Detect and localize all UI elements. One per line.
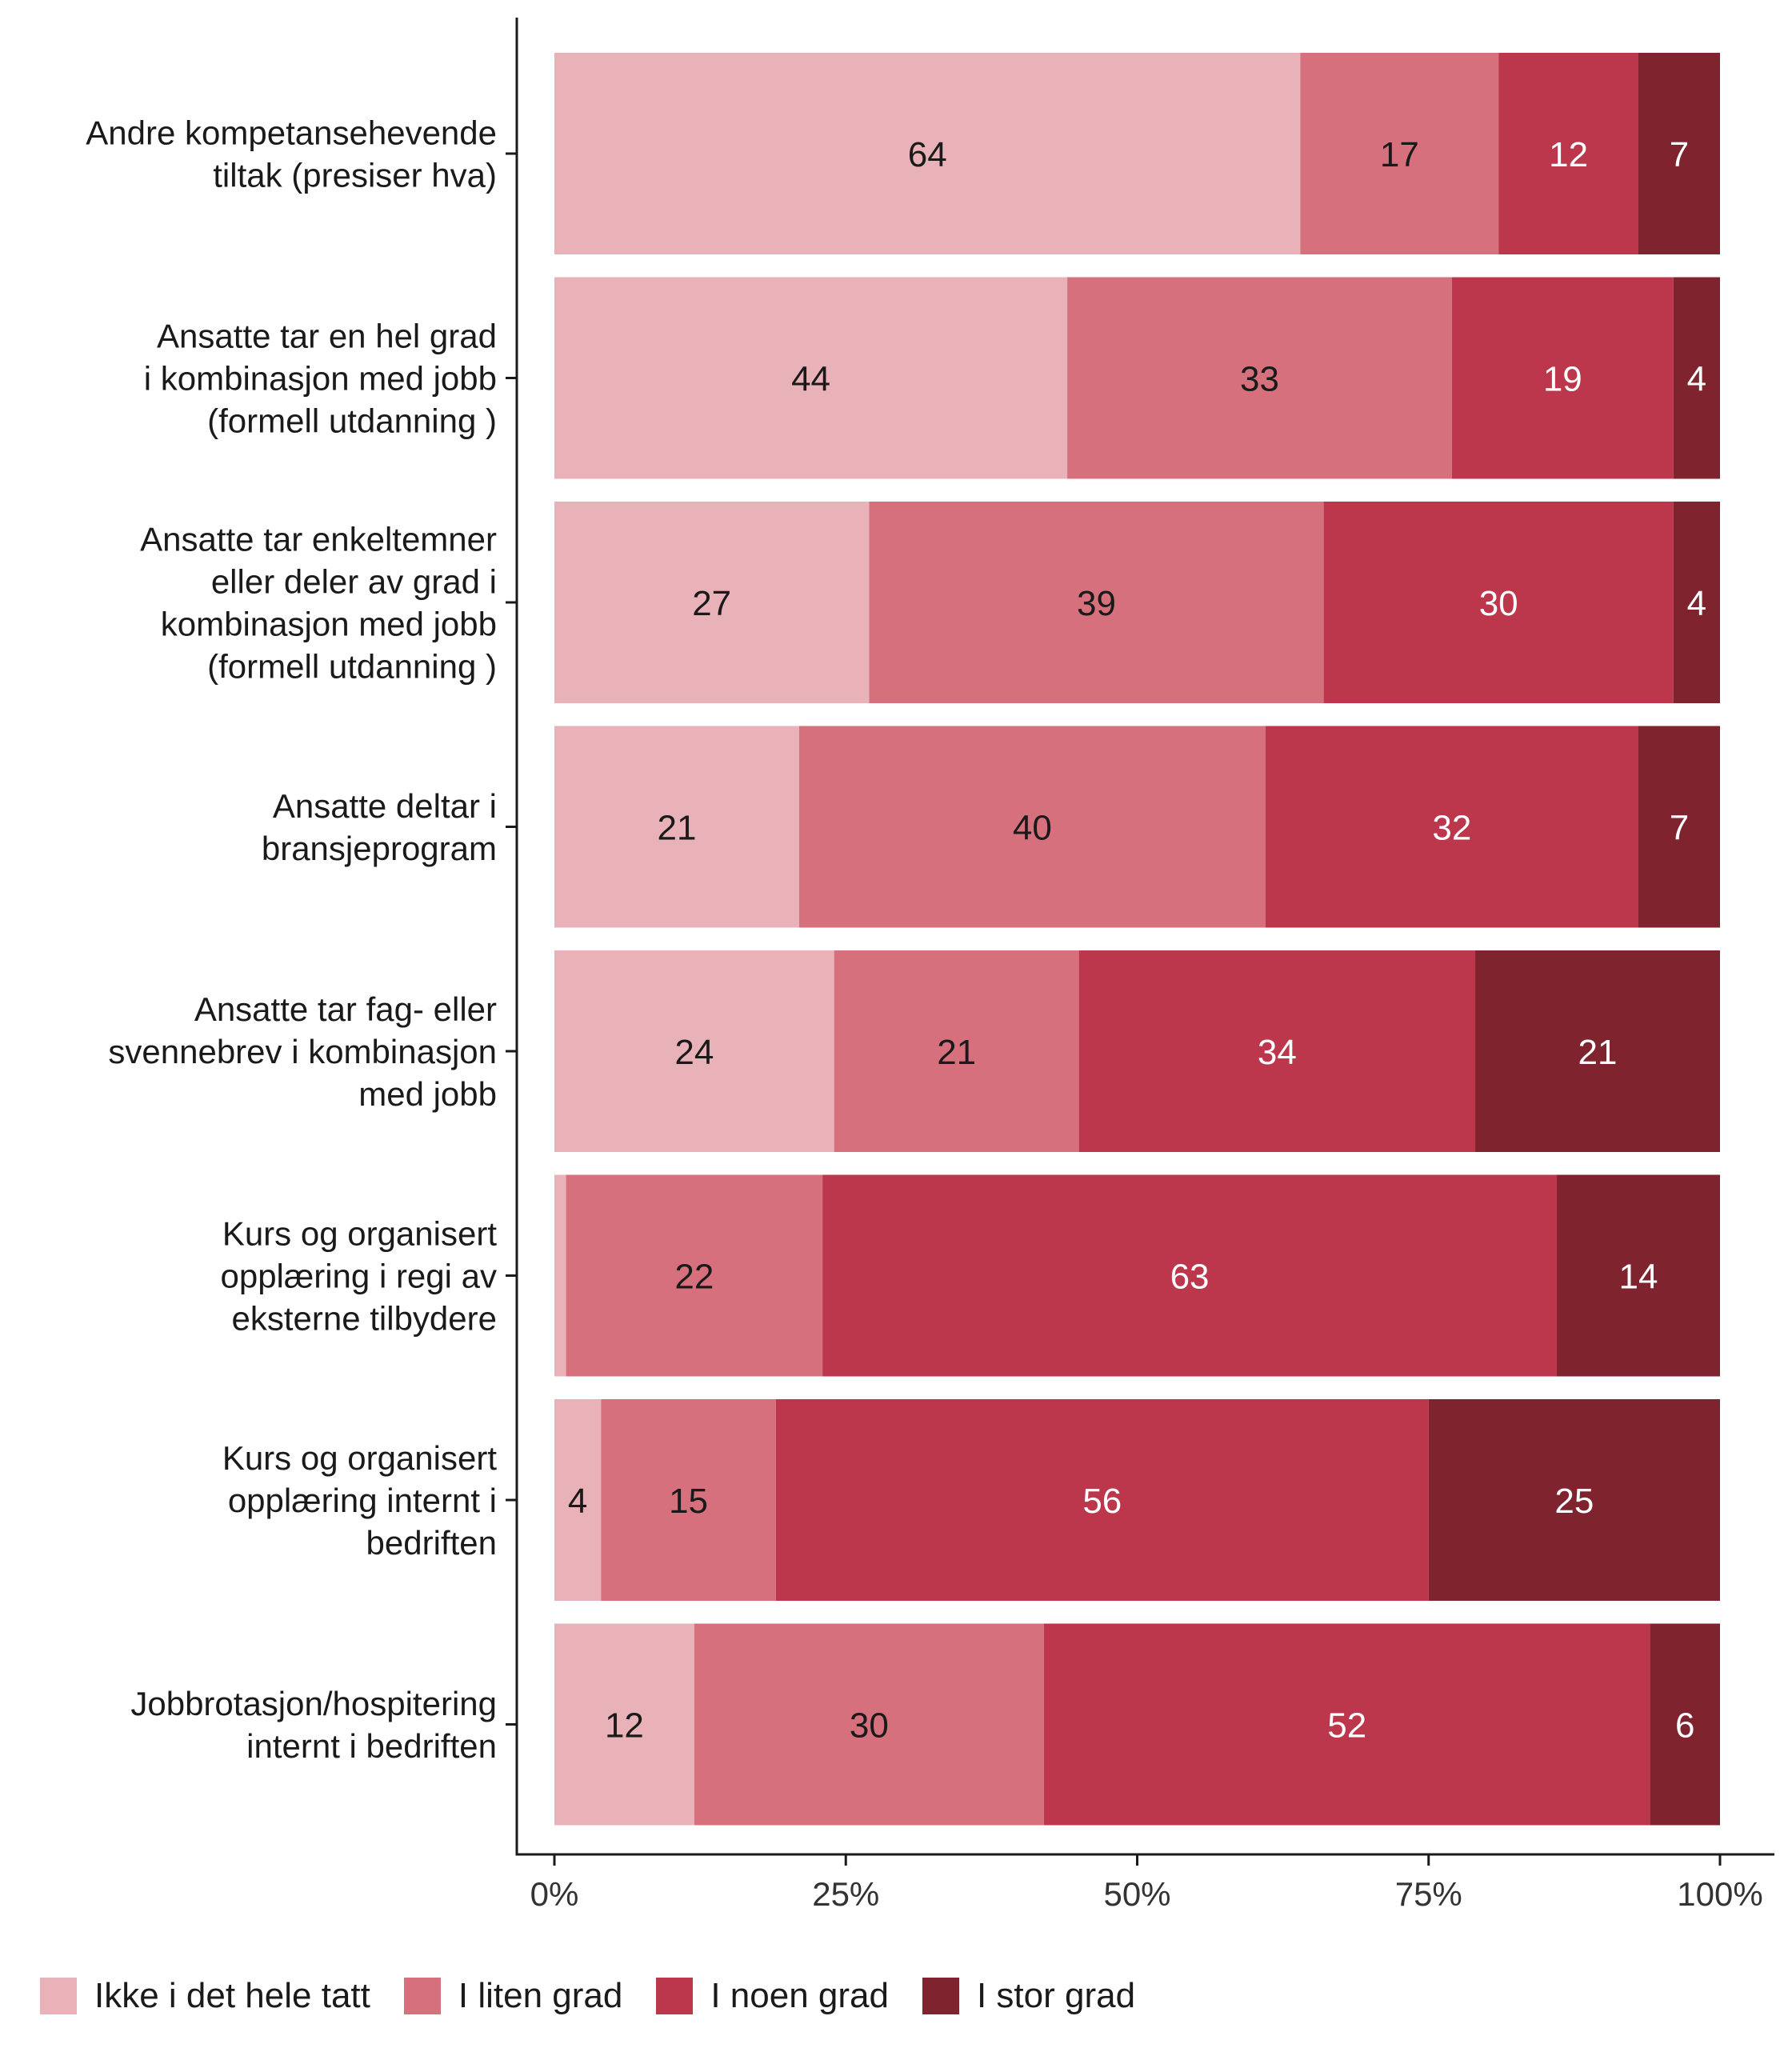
data-label: 33: [1240, 360, 1279, 399]
legend-swatch-stor: [922, 1978, 959, 2014]
data-label: 21: [1578, 1033, 1618, 1072]
legend-label-ikke: Ikke i det hele tatt: [94, 1976, 370, 2015]
bar-segment-1: [554, 1399, 602, 1601]
bar-segment-1: [554, 1623, 694, 1826]
bar-segment-1: [554, 277, 1068, 479]
legend-label-noen: I noen grad: [710, 1976, 889, 2015]
data-label: 63: [1170, 1258, 1210, 1297]
bar-segment-4: [1638, 53, 1720, 254]
data-label: 21: [937, 1033, 976, 1072]
bar-segment-4: [1673, 502, 1720, 703]
legend-item-stor: I stor grad: [922, 1976, 1135, 2016]
x-tick-label: 100%: [1677, 1875, 1762, 1913]
category-label: Jobbrotasjon/hospitering internt i bedrif…: [130, 1685, 497, 1765]
bar-segment-1: [554, 53, 1301, 254]
category-label: Ansatte tar fag- eller svennebrev i kombi…: [108, 990, 497, 1113]
bar-segment-4: [1673, 277, 1720, 479]
bar-segment-2: [1300, 53, 1499, 254]
data-label: 34: [1258, 1033, 1297, 1072]
bar-segment-3: [1265, 726, 1639, 928]
bar-segment-1: [554, 1174, 566, 1377]
bar-segment-3: [1078, 950, 1476, 1152]
bar-segment-3: [822, 1174, 1558, 1377]
bar-segment-1: [554, 502, 870, 703]
bar-segment-1: [554, 950, 834, 1152]
bar-segment-1: [554, 726, 799, 928]
category-label: Ansatte tar enkeltemner eller deler av gr…: [140, 521, 497, 686]
legend-item-noen: I noen grad: [656, 1976, 889, 2016]
bar-segment-2: [834, 950, 1079, 1152]
legend-label-stor: I stor grad: [976, 1976, 1136, 2015]
data-label: 40: [1013, 809, 1052, 848]
legend-item-ikke: Ikke i det hele tatt: [40, 1976, 370, 2016]
data-label: 27: [692, 584, 731, 623]
data-label: 39: [1077, 584, 1116, 623]
data-label: 7: [1670, 135, 1689, 174]
bar-segment-2: [601, 1399, 776, 1601]
category-label: Ansatte tar en hel grad i kombinasjon med…: [144, 318, 497, 440]
data-label: 44: [791, 360, 830, 399]
data-label: 24: [674, 1033, 714, 1072]
data-label: 7: [1670, 809, 1689, 848]
x-tick-label: 50%: [1103, 1875, 1170, 1913]
data-label: 4: [1687, 584, 1706, 623]
data-label: 19: [1543, 360, 1582, 399]
bar-segment-4: [1650, 1623, 1720, 1826]
data-label: 14: [1619, 1258, 1658, 1297]
data-label: 56: [1082, 1482, 1122, 1521]
bar-segment-3: [775, 1399, 1429, 1601]
bar-segment-4: [1428, 1399, 1720, 1601]
legend-label-liten: I liten grad: [458, 1976, 623, 2015]
bar-segment-3: [1498, 53, 1639, 254]
data-label: 21: [658, 809, 697, 848]
data-label: 6: [1675, 1706, 1694, 1746]
data-label: 12: [605, 1706, 644, 1746]
legend: Ikke i det hele tatt I liten grad I noen…: [40, 1972, 1169, 2020]
data-label: 32: [1432, 809, 1471, 848]
x-tick-label: 75%: [1395, 1875, 1462, 1913]
bar-segment-2: [566, 1174, 823, 1377]
bar-segment-3: [1043, 1623, 1650, 1826]
data-label: 12: [1549, 135, 1588, 174]
stacked-bar-chart: Andre kompetansehevende tiltak (presiser …: [86, 18, 1774, 1913]
category-label: Kurs og organisert opplæring i regi av eks…: [220, 1215, 497, 1338]
legend-item-liten: I liten grad: [403, 1976, 623, 2016]
bar-segment-4: [1557, 1174, 1720, 1377]
bar-segment-2: [694, 1623, 1044, 1826]
x-tick-label: 25%: [812, 1875, 879, 1913]
data-label: 4: [1687, 360, 1706, 399]
data-label: 4: [568, 1482, 587, 1521]
bar-segment-3: [1451, 277, 1674, 479]
bar-segment-4: [1475, 950, 1720, 1152]
category-label: Kurs og organisert opplæring internt i bed…: [222, 1439, 498, 1562]
data-label: 25: [1554, 1482, 1594, 1521]
data-label: 64: [908, 135, 947, 174]
bar-segment-2: [1067, 277, 1452, 479]
bar-segment-2: [869, 502, 1324, 703]
legend-swatch-liten: [403, 1978, 441, 2014]
legend-swatch-ikke: [40, 1978, 77, 2014]
bar-segment-3: [1323, 502, 1674, 703]
bar-segment-4: [1638, 726, 1720, 928]
category-label: Andre kompetansehevende tiltak (presiser …: [86, 114, 497, 194]
bar-segment-2: [798, 726, 1266, 928]
data-label: 30: [850, 1706, 889, 1746]
data-label: 52: [1327, 1706, 1366, 1746]
data-label: 15: [669, 1482, 708, 1521]
data-label: 30: [1479, 584, 1518, 623]
category-label: Ansatte deltar i bransjeprogram: [262, 787, 497, 867]
x-tick-label: 0%: [530, 1875, 579, 1913]
data-label: 17: [1380, 135, 1419, 174]
legend-swatch-noen: [656, 1978, 694, 2014]
data-label: 22: [674, 1258, 714, 1297]
